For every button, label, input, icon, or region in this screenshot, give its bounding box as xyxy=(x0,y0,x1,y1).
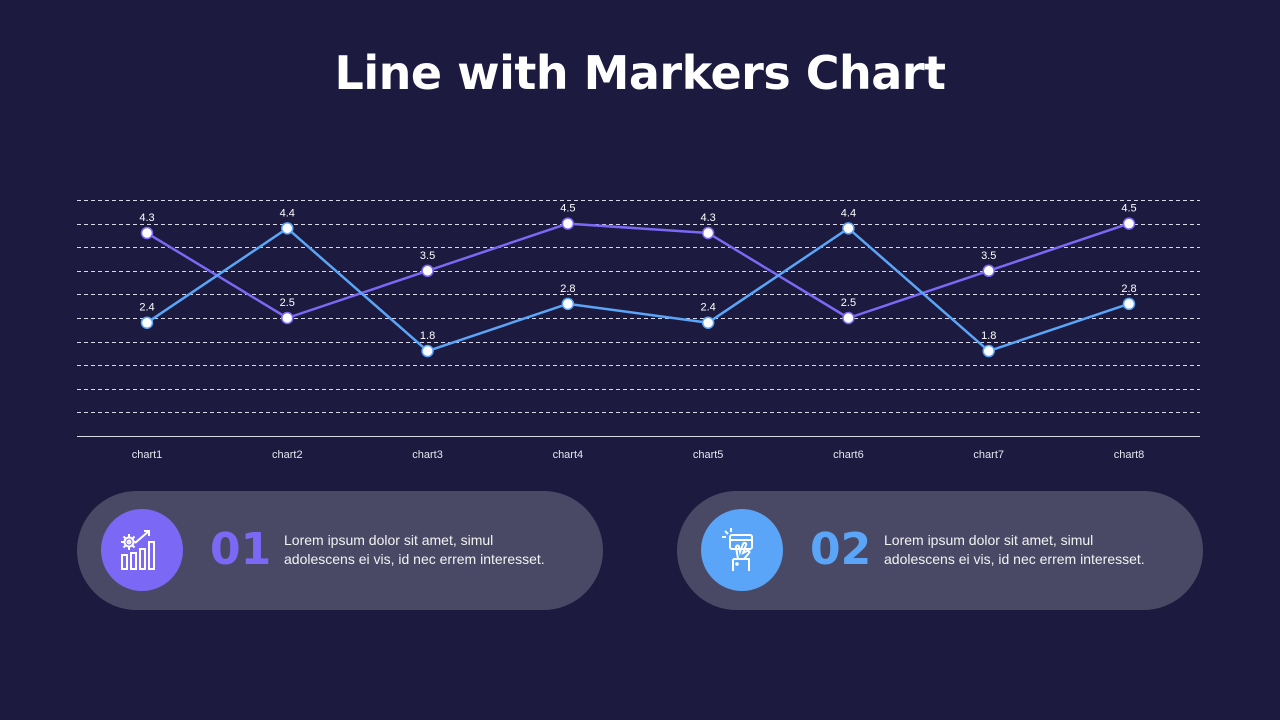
card-description: Lorem ipsum dolor sit amet, simul adoles… xyxy=(884,531,1184,569)
data-marker[interactable] xyxy=(1122,217,1136,230)
x-tick-label: chart2 xyxy=(272,449,303,461)
card-number: 02 xyxy=(810,524,872,575)
info-card-02: 02 Lorem ipsum dolor sit amet, simul ado… xyxy=(677,491,1203,610)
data-marker[interactable] xyxy=(982,264,995,278)
data-label: 4.5 xyxy=(560,203,575,215)
data-label: 1.8 xyxy=(420,330,435,342)
data-marker[interactable] xyxy=(421,264,434,278)
card-description-line1: Lorem ipsum dolor sit amet, simul xyxy=(884,532,1094,548)
data-label: 3.5 xyxy=(981,250,996,262)
series-line-1 xyxy=(146,222,1130,320)
data-label: 4.3 xyxy=(700,212,715,224)
card-description: Lorem ipsum dolor sit amet, simul adoles… xyxy=(284,531,584,569)
data-marker[interactable] xyxy=(281,222,294,235)
card-icon-circle xyxy=(101,509,183,591)
data-label: 4.4 xyxy=(280,207,295,219)
data-marker[interactable] xyxy=(281,311,294,325)
data-label: 1.8 xyxy=(981,330,996,342)
page-title: Line with Markers Chart xyxy=(334,46,946,100)
card-icon-circle xyxy=(701,509,783,591)
hand-card-payment-icon xyxy=(722,528,753,571)
data-marker[interactable] xyxy=(701,316,715,329)
data-label: 4.4 xyxy=(841,207,856,219)
data-label: 2.8 xyxy=(560,283,575,295)
gear-growth-chart-icon xyxy=(121,530,155,570)
data-marker[interactable] xyxy=(1122,297,1136,311)
line-chart: chart1 chart2 chart3 chart4 chart5 chart6 char… xyxy=(77,200,1200,461)
data-marker[interactable] xyxy=(561,217,575,230)
x-tick-label: chart8 xyxy=(1114,449,1145,461)
data-marker[interactable] xyxy=(701,226,715,240)
data-marker[interactable] xyxy=(842,311,855,325)
x-tick-label: chart3 xyxy=(412,449,443,461)
data-label: 2.5 xyxy=(280,297,295,309)
data-marker[interactable] xyxy=(982,344,995,358)
data-label: 4.3 xyxy=(139,212,154,224)
data-label: 2.4 xyxy=(700,302,715,314)
data-marker[interactable] xyxy=(140,226,154,240)
data-marker[interactable] xyxy=(421,344,434,358)
data-label: 2.4 xyxy=(139,302,154,314)
card-description-line1: Lorem ipsum dolor sit amet, simul xyxy=(284,532,494,548)
x-tick-label: chart5 xyxy=(693,449,724,461)
series-line-2 xyxy=(146,227,1130,353)
x-tick-label: chart4 xyxy=(553,449,584,461)
data-marker[interactable] xyxy=(561,297,575,311)
data-marker[interactable] xyxy=(140,316,154,329)
data-label: 4.5 xyxy=(1121,203,1136,215)
card-number: 01 xyxy=(210,524,272,575)
x-tick-label: chart6 xyxy=(833,449,864,461)
card-description-line2: adolescens ei vis, id nec errem interess… xyxy=(884,551,1145,567)
data-label: 2.5 xyxy=(841,297,856,309)
x-tick-label: chart7 xyxy=(973,449,1004,461)
info-card-01: 01 Lorem ipsum dolor sit amet, simul ado… xyxy=(77,491,603,610)
data-label: 2.8 xyxy=(1121,283,1136,295)
x-tick-label: chart1 xyxy=(132,449,163,461)
card-description-line2: adolescens ei vis, id nec errem interess… xyxy=(284,551,545,567)
data-marker[interactable] xyxy=(842,222,855,235)
data-label: 3.5 xyxy=(420,250,435,262)
